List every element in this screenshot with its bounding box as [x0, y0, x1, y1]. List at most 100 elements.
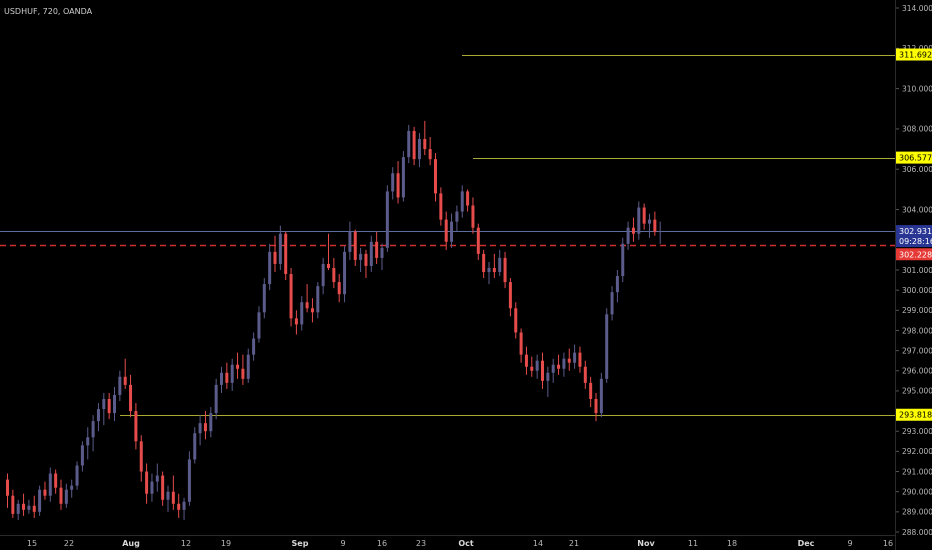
candle-body [80, 445, 84, 466]
candle-body [171, 491, 175, 504]
candle-body [96, 409, 100, 422]
y-tick-label: 310.000 [902, 84, 932, 93]
candle-body [460, 191, 464, 212]
symbol-label: USDHUF, 720, OANDA [4, 7, 93, 16]
candle [16, 499, 20, 520]
candle-body [193, 433, 197, 460]
candle [648, 213, 651, 238]
candle-body [450, 221, 454, 242]
y-tick-label: 304.000 [902, 205, 932, 214]
candle-body [252, 338, 256, 355]
candle-body [294, 318, 298, 325]
price-tag: 311.692 [896, 48, 932, 61]
candle [64, 483, 68, 508]
candle-body [369, 241, 373, 266]
candle [177, 493, 181, 518]
candle-body [615, 276, 619, 293]
candle-body [214, 384, 218, 414]
candle-body [589, 382, 593, 399]
candle [225, 362, 229, 389]
candle [257, 306, 261, 343]
candle-body [573, 352, 577, 363]
candle-body [476, 227, 480, 254]
candle [498, 249, 502, 277]
candle-body [139, 441, 143, 472]
candle-body [423, 139, 427, 150]
candle [273, 235, 277, 273]
candle [557, 354, 561, 375]
candle [615, 270, 619, 303]
candle-body [150, 481, 154, 494]
candle [214, 378, 218, 420]
price-tag-background [896, 48, 932, 61]
candle-body [54, 473, 58, 488]
x-tick-label: 14 [533, 539, 543, 548]
candle-body [145, 471, 149, 494]
candle-body [353, 231, 357, 260]
x-tick-label: 12 [181, 539, 191, 548]
candle [578, 346, 582, 373]
candle-body [6, 479, 9, 496]
candle-body [64, 489, 68, 504]
candle [123, 358, 127, 389]
candle-body [337, 282, 341, 295]
candle-body [310, 308, 314, 313]
candle [375, 231, 379, 264]
candle-body [524, 354, 528, 367]
x-tick-label: Oct [458, 539, 474, 548]
candle-body [396, 173, 400, 198]
candle-body [86, 437, 90, 446]
candle [166, 485, 170, 512]
candle [113, 386, 116, 422]
x-tick-label: Sep [292, 539, 309, 548]
candle-body [385, 191, 389, 248]
candle-body [75, 465, 79, 486]
price-tag-text: 306.577 [899, 154, 932, 163]
candlestick-series [6, 120, 662, 520]
candle-body [16, 503, 20, 514]
candle [471, 197, 475, 234]
candle [439, 187, 443, 226]
time-axis[interactable]: 15 22 Aug 12 19 Sep 9 16 23 Oct 14 21 Nov 11 18 Dec 9 16 [27, 539, 893, 548]
candle-body [48, 473, 52, 496]
candle [658, 221, 662, 244]
candle [38, 485, 42, 516]
candle-body [594, 398, 598, 414]
candle-body [300, 302, 304, 325]
candle [535, 354, 539, 379]
y-tick-label: 296.000 [902, 367, 932, 376]
x-tick-label: 21 [569, 539, 579, 548]
x-tick-label: 16 [883, 539, 893, 548]
y-tick-label: 293.000 [902, 427, 932, 436]
candle [407, 124, 411, 164]
candle-body [166, 491, 170, 500]
candle-body [503, 257, 507, 283]
candle-body [487, 267, 491, 273]
candle [573, 344, 577, 369]
candle-body [412, 130, 416, 160]
candle-body [32, 505, 36, 512]
candle [241, 354, 245, 385]
candle-body [182, 501, 186, 510]
y-tick-label: 288.000 [902, 528, 932, 537]
candle [401, 151, 405, 202]
candle-body [375, 241, 379, 258]
candle-body [268, 251, 272, 285]
candle [294, 310, 298, 335]
candle-body [653, 219, 657, 232]
candle-body [658, 231, 662, 233]
candle-body [177, 503, 181, 510]
y-tick-label: 292.000 [902, 447, 932, 456]
candle-body [43, 489, 47, 496]
candle [96, 403, 100, 432]
candle [567, 348, 571, 371]
candle-body [364, 253, 368, 266]
y-tick-label: 314.000 [902, 4, 932, 13]
candle [482, 249, 486, 279]
candle-body [380, 247, 384, 258]
candle-body [187, 459, 191, 502]
candle [182, 497, 186, 520]
candle-body [562, 358, 566, 369]
